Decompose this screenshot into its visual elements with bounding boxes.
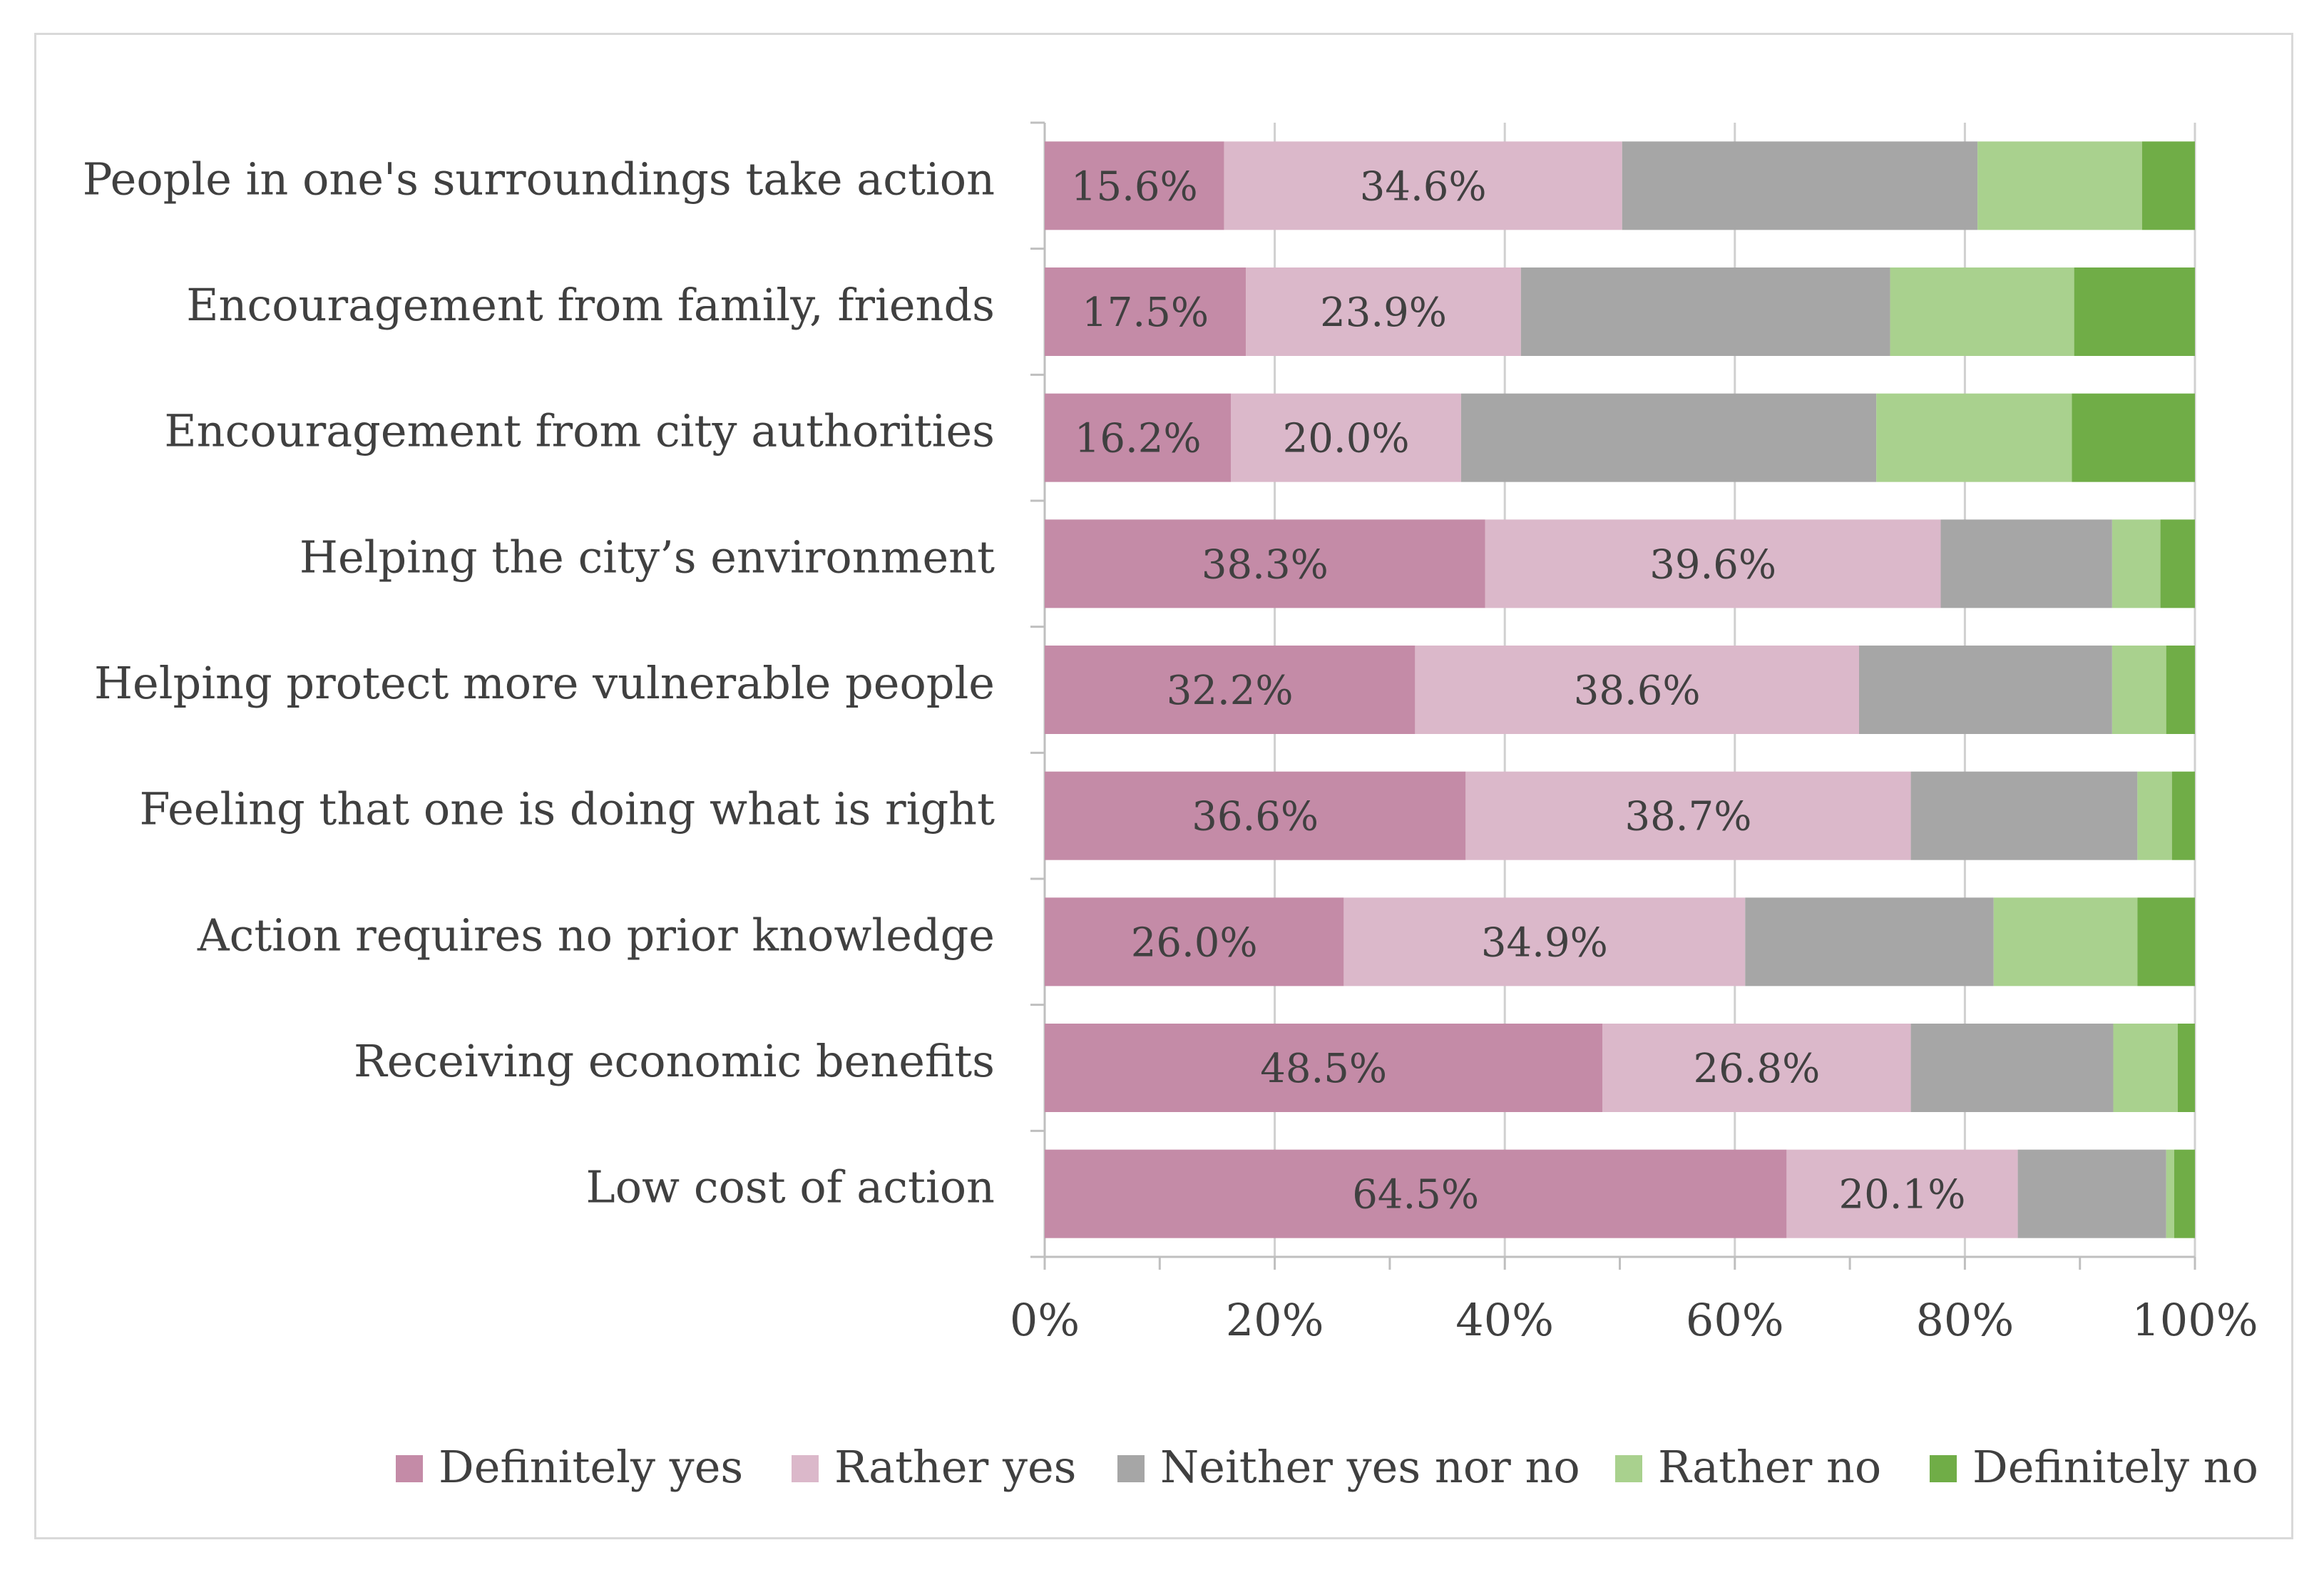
bar-segment	[2166, 1149, 2174, 1238]
category-label: People in one's surroundings take action	[83, 153, 995, 205]
data-label: 23.9%	[1320, 290, 1447, 336]
legend-label: Definitely no	[1972, 1441, 2258, 1493]
data-label: 34.6%	[1360, 163, 1487, 210]
x-tick-label: 80%	[1915, 1294, 2014, 1346]
bar-segment	[1045, 1024, 1603, 1112]
legend-swatch	[1930, 1455, 1957, 1482]
bar-segment	[2174, 1149, 2195, 1238]
bar-segment	[2141, 141, 2195, 230]
data-label: 38.3%	[1202, 541, 1329, 588]
bar-segment	[1415, 646, 1860, 734]
bar-segment	[1231, 393, 1461, 482]
data-label: 20.1%	[1839, 1172, 1966, 1218]
legend-label: Neither yes nor no	[1160, 1441, 1580, 1493]
x-tick-label: 40%	[1455, 1294, 1554, 1346]
data-label: 32.2%	[1167, 668, 1294, 714]
bar-segment	[1246, 267, 1521, 356]
legend-swatch	[396, 1455, 423, 1482]
bar-segment	[1045, 897, 1344, 987]
category-label: Low cost of action	[586, 1161, 995, 1213]
bar-segment	[1876, 393, 2072, 482]
category-label: Receiving economic benefits	[354, 1035, 995, 1087]
bar-segment	[1993, 897, 2138, 987]
bar-segment	[1045, 141, 1224, 230]
bar-segment	[1745, 897, 1994, 987]
bar-segment	[2166, 646, 2195, 734]
bar-segment	[1045, 519, 1485, 608]
x-tick-label: 60%	[1686, 1294, 1784, 1346]
bar-segment	[1045, 771, 1466, 860]
bar-segment	[2160, 519, 2195, 608]
bar-segment	[1890, 267, 2074, 356]
bar-segment	[1977, 141, 2142, 230]
bar-segment	[1520, 267, 1890, 356]
bar-segment	[2072, 393, 2195, 482]
bar-segment	[2171, 771, 2195, 860]
data-label: 20.0%	[1283, 416, 1410, 462]
legend-swatch	[792, 1455, 819, 1482]
bar-segment	[1910, 1024, 2114, 1112]
data-label: 36.6%	[1192, 794, 1319, 840]
bar-segment	[2111, 646, 2166, 734]
bar-segment	[1224, 141, 1622, 230]
category-label: Encouragement from city authorities	[164, 405, 995, 457]
data-label: 17.5%	[1082, 290, 1209, 336]
category-label: Helping the city’s environment	[300, 531, 995, 583]
data-label: 64.5%	[1352, 1172, 1479, 1218]
bar-segment	[2074, 267, 2195, 356]
bar-segment	[1045, 1149, 1787, 1238]
legend-label: Rather no	[1658, 1441, 1881, 1493]
bar-segment	[2111, 519, 2161, 608]
legend-swatch	[1117, 1455, 1145, 1482]
category-label: Action requires no prior knowledge	[197, 909, 995, 961]
legend-label: Rather yes	[834, 1441, 1077, 1493]
bar-segment	[1940, 519, 2112, 608]
bar-segment	[2137, 897, 2195, 987]
bar-segment	[1786, 1149, 2018, 1238]
data-label: 34.9%	[1481, 919, 1608, 966]
data-label: 26.8%	[1693, 1046, 1820, 1092]
bar-segment	[2113, 1024, 2178, 1112]
bar-segment	[1859, 646, 2112, 734]
bar-segment	[1045, 646, 1416, 734]
x-tick-label: 100%	[2131, 1294, 2258, 1346]
data-label: 39.6%	[1649, 541, 1776, 588]
legend-label: Definitely yes	[439, 1441, 743, 1493]
bar-segment	[1460, 393, 1877, 482]
data-label: 48.5%	[1260, 1046, 1387, 1092]
x-tick-label: 0%	[1010, 1294, 1080, 1346]
legend-swatch	[1615, 1455, 1642, 1482]
bar-segment	[1045, 267, 1247, 356]
bar-segment	[2137, 771, 2172, 860]
data-label: 16.2%	[1075, 416, 1202, 462]
bar-segment	[1622, 141, 1978, 230]
data-label: 15.6%	[1071, 163, 1198, 210]
data-label: 38.6%	[1574, 668, 1701, 714]
bar-segment	[1910, 771, 2138, 860]
category-label: Helping protect more vulnerable people	[94, 657, 995, 709]
data-label: 26.0%	[1131, 919, 1258, 966]
data-label: 38.7%	[1625, 794, 1752, 840]
bar-segment	[1343, 897, 1746, 987]
bar-segment	[1485, 519, 1941, 608]
bar-segment	[1045, 393, 1232, 482]
x-tick-label: 20%	[1226, 1294, 1324, 1346]
bar-segment	[1602, 1024, 1911, 1112]
bar-segment	[2177, 1024, 2195, 1112]
bar-segment	[2017, 1149, 2166, 1238]
category-label: Feeling that one is doing what is right	[139, 783, 995, 835]
category-label: Encouragement from family, friends	[186, 279, 995, 331]
bar-segment	[1465, 771, 1911, 860]
